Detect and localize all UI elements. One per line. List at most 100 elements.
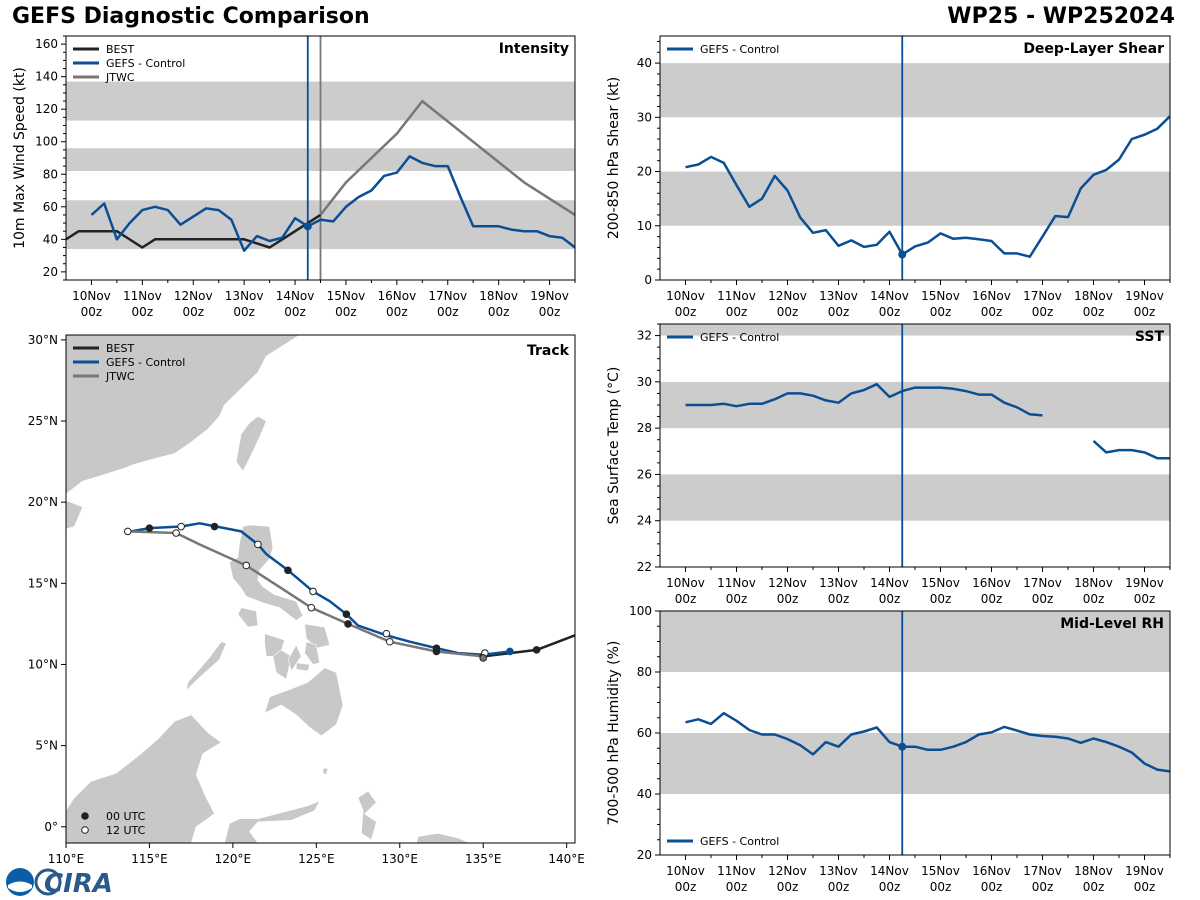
sst-ytick-label: 26	[637, 467, 652, 481]
intensity-xtick-day-5: 15Nov	[327, 289, 366, 303]
track-xtick-label-0: 110°E	[48, 852, 85, 866]
track-marker-legend-label-0: 00 UTC	[106, 810, 146, 823]
shear-legend-label-0: GEFS - Control	[700, 43, 779, 56]
sst-xtick-hour-1: 00z	[726, 592, 748, 606]
sst-ytick-label: 30	[637, 375, 652, 389]
sst-band-2	[660, 324, 1170, 336]
negros-island	[272, 649, 292, 680]
shear-xtick-hour-7: 00z	[1032, 305, 1054, 319]
intensity-xtick-hour-4: 00z	[284, 305, 306, 319]
shear-xtick-day-2: 12Nov	[768, 289, 807, 303]
rh-xtick-hour-2: 00z	[777, 880, 799, 894]
shear-xtick-day-7: 17Nov	[1023, 289, 1062, 303]
rh-ytick-label: 60	[637, 726, 652, 740]
rh-ytick-label: 100	[629, 604, 652, 618]
shear-series-gefs-control-0	[685, 115, 1170, 258]
intensity-ytick-label: 140	[35, 70, 58, 84]
bohol-island	[295, 662, 311, 672]
track-point-10	[210, 522, 219, 531]
shear-band-1	[660, 63, 1170, 118]
intensity-ytick-label: 100	[35, 135, 58, 149]
track-ytick-label-1: 5°N	[35, 739, 58, 753]
track-point-14	[385, 637, 394, 646]
intensity-ytick-label: 40	[43, 232, 58, 246]
borneo-island	[66, 714, 222, 843]
rh-ytick-label: 20	[637, 848, 652, 862]
intensity-xtick-day-0: 10Nov	[72, 289, 111, 303]
rh-xtick-hour-5: 00z	[930, 880, 952, 894]
track-point-9	[254, 540, 262, 549]
intensity-xtick-hour-0: 00z	[81, 305, 103, 319]
shear-marker-0	[898, 250, 907, 259]
intensity-xtick-day-2: 12Nov	[174, 289, 213, 303]
sst-xtick-day-8: 18Nov	[1074, 576, 1113, 590]
rh-xtick-hour-1: 00z	[726, 880, 748, 894]
shear-ytick-label: 10	[637, 219, 652, 233]
halmahera-island	[357, 790, 377, 841]
track-point-20	[479, 654, 488, 662]
shear-xtick-hour-5: 00z	[930, 305, 952, 319]
sst-band-0	[660, 474, 1170, 521]
shear-xtick-day-6: 16Nov	[972, 289, 1011, 303]
sst-xtick-day-0: 10Nov	[666, 576, 705, 590]
intensity-xtick-hour-6: 00z	[386, 305, 408, 319]
intensity-xtick-day-4: 14Nov	[276, 289, 315, 303]
intensity-xtick-day-1: 11Nov	[123, 289, 162, 303]
sst-xtick-day-6: 16Nov	[972, 576, 1011, 590]
noaa-wave-icon	[8, 881, 32, 892]
sst-xtick-day-4: 14Nov	[870, 576, 909, 590]
track-ytick-label-2: 10°N	[28, 657, 58, 671]
cira-logo-text: CIRA	[44, 869, 113, 898]
track-legend-label-2: JTWC	[105, 370, 135, 383]
hainan-island	[66, 500, 84, 530]
sst-xtick-hour-7: 00z	[1032, 592, 1054, 606]
intensity-xtick-day-8: 18Nov	[479, 289, 518, 303]
track-point-8	[284, 566, 292, 575]
sulawesi-island	[224, 800, 321, 843]
track-ytick-label-5: 25°N	[28, 414, 58, 428]
intensity-ytick-label: 160	[35, 37, 58, 51]
rh-legend-label-0: GEFS - Control	[700, 835, 779, 848]
intensity-xtick-hour-9: 00z	[539, 305, 561, 319]
track-marker-legend-0	[81, 812, 89, 820]
rh-ylabel: 700-500 hPa Humidity (%)	[606, 641, 622, 826]
shear-xtick-day-0: 10Nov	[666, 289, 705, 303]
track-xtick-label-2: 120°E	[215, 852, 252, 866]
page-title: GEFS Diagnostic Comparison	[12, 4, 370, 29]
sst-xtick-hour-0: 00z	[675, 592, 697, 606]
rh-xtick-day-2: 12Nov	[768, 864, 807, 878]
storm-id-title: WP25 - WP252024	[947, 4, 1175, 29]
rh-xtick-hour-3: 00z	[828, 880, 850, 894]
sst-ytick-label: 28	[637, 421, 652, 435]
track-point-13	[432, 647, 441, 656]
cira-logo: CIRA	[6, 868, 113, 898]
rh-xtick-hour-9: 00z	[1134, 880, 1156, 894]
sst-series-gefs-control-1	[1092, 439, 1170, 460]
intensity-xtick-hour-3: 00z	[233, 305, 255, 319]
shear-xtick-hour-0: 00z	[675, 305, 697, 319]
sst-xtick-day-5: 15Nov	[921, 576, 960, 590]
rh-ytick-label: 80	[637, 665, 652, 679]
sst-ytick-label: 22	[637, 560, 652, 574]
shear-title: Deep-Layer Shear	[1023, 41, 1164, 57]
track-point-5	[382, 629, 391, 638]
rh-series-gefs-control-0	[685, 711, 1170, 773]
sst-xtick-hour-8: 00z	[1083, 592, 1105, 606]
sst-xtick-hour-4: 00z	[879, 592, 901, 606]
intensity-xtick-hour-1: 00z	[132, 305, 154, 319]
shear-xtick-day-3: 13Nov	[819, 289, 858, 303]
track-point-6	[342, 610, 351, 618]
track-point-2	[506, 647, 514, 656]
track-point-18	[172, 529, 180, 537]
sst-xtick-hour-6: 00z	[981, 592, 1003, 606]
track-frame	[65, 334, 576, 844]
rh-xtick-day-4: 14Nov	[870, 864, 909, 878]
rh-xtick-hour-4: 00z	[879, 880, 901, 894]
sangihe-islands	[322, 767, 329, 776]
intensity-xtick-hour-2: 00z	[182, 305, 204, 319]
sst-legend-label-0: GEFS - Control	[700, 331, 779, 344]
intensity-series-best-0	[66, 213, 322, 249]
rh-xtick-day-6: 16Nov	[972, 864, 1011, 878]
taiwan-island	[235, 415, 267, 472]
